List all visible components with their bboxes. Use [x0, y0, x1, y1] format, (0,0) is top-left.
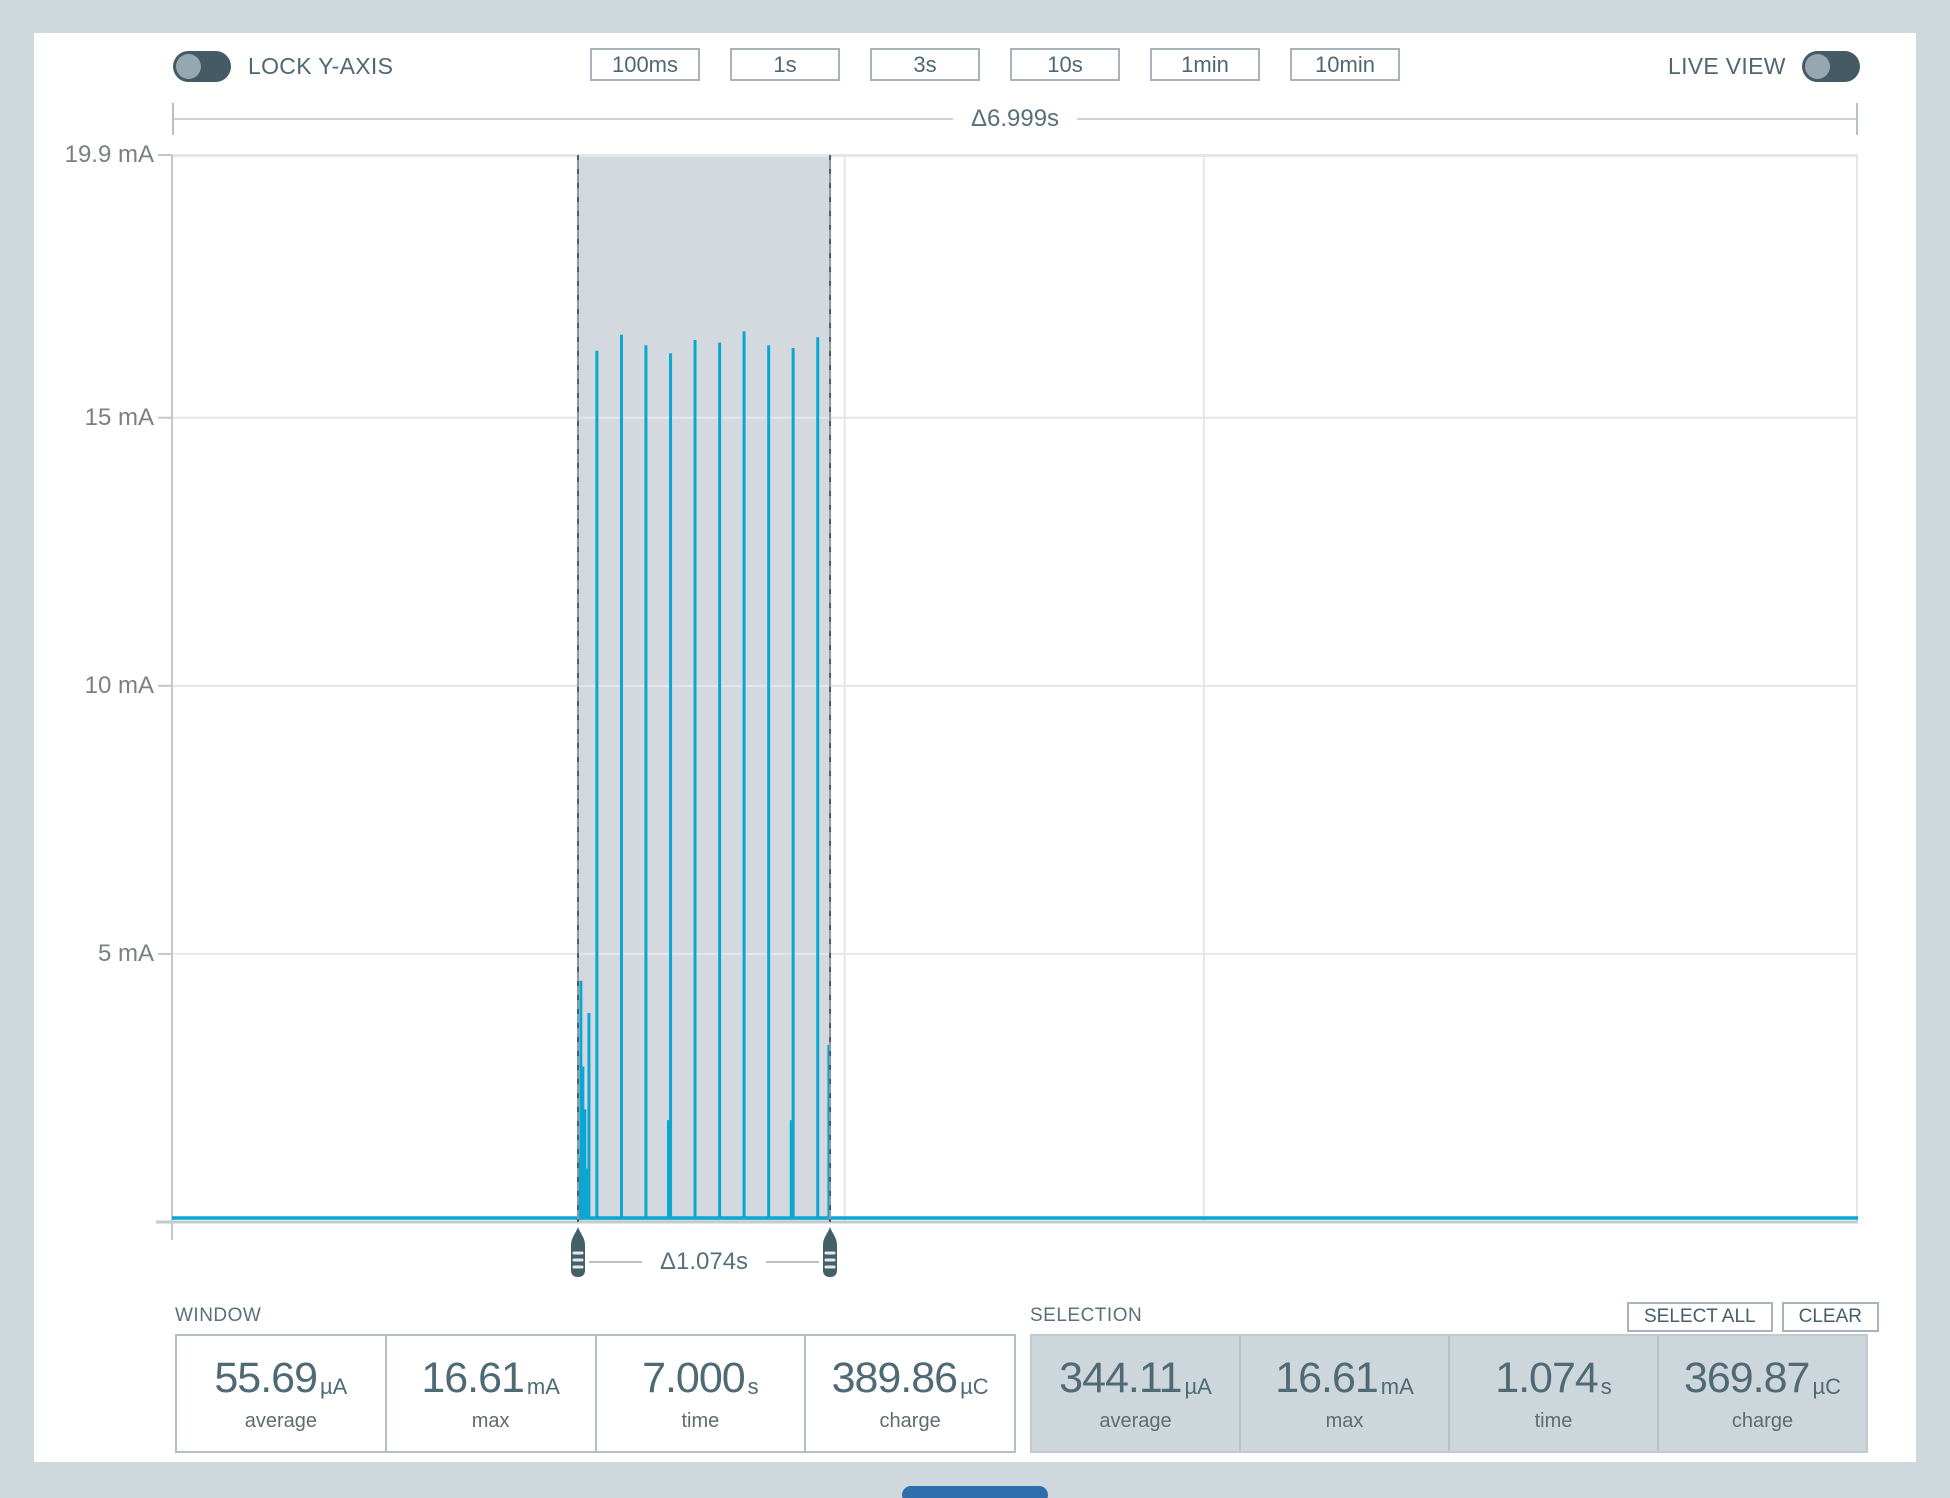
y-axis-tick-label: 10 mA	[84, 671, 154, 699]
clear-button[interactable]: CLEAR	[1781, 1302, 1879, 1332]
lock-y-axis-toggle[interactable]	[173, 51, 231, 82]
window-stats-box: 55.69 µA average 16.61 mA max 7.000 s time …	[175, 1334, 1016, 1453]
selection-handle-right[interactable]	[819, 1226, 841, 1278]
live-view-label: LIVE VIEW	[1668, 53, 1786, 79]
selection-actions: SELECT ALL CLEAR	[1627, 1302, 1879, 1332]
stat-cell-average: 344.11 µA average	[1059, 1354, 1212, 1432]
selection-stats-panel: SELECTION 344.11 µA average 16.61 mA max 1…	[1030, 1305, 1868, 1453]
selection-stats-box: 344.11 µA average 16.61 mA max 1.074 s time…	[1030, 1334, 1868, 1453]
stat-cell-max: 16.61 mA max	[384, 1336, 595, 1451]
chart-area[interactable]	[156, 154, 1858, 1240]
live-view-toggle[interactable]	[1802, 51, 1860, 82]
y-axis-tick-label: 19.9 mA	[64, 141, 154, 168]
y-axis-tick-label: 15 mA	[84, 403, 154, 431]
window-button-1min[interactable]: 1min	[1150, 48, 1260, 81]
selection-stats-title: SELECTION	[1030, 1305, 1143, 1326]
selection-handle-left[interactable]	[567, 1226, 589, 1278]
lock-y-axis-label: LOCK Y-AXIS	[248, 53, 394, 79]
bracket-right-cap	[1856, 103, 1858, 135]
select-all-button[interactable]: SELECT ALL	[1627, 1302, 1773, 1332]
window-button-10min[interactable]: 10min	[1290, 48, 1400, 81]
window-stats-panel: WINDOW 55.69 µA average 16.61 mA max 7.000…	[175, 1305, 1016, 1453]
stat-cell-charge: 389.86 µC charge	[804, 1336, 1014, 1451]
scroll-indicator[interactable]	[902, 1486, 1048, 1498]
content-card	[34, 33, 1916, 1462]
bracket-left-cap	[172, 103, 174, 135]
window-button-100ms[interactable]: 100ms	[590, 48, 700, 81]
window-button-3s[interactable]: 3s	[870, 48, 980, 81]
stat-cell-average: 55.69 µA average	[214, 1354, 348, 1432]
toggle-knob-icon	[1805, 54, 1830, 79]
window-delta-label: Δ6.999s	[970, 105, 1060, 132]
stat-cell-time: 7.000 s time	[594, 1336, 805, 1451]
drag-handle-icon	[823, 1227, 838, 1277]
stat-cell-max: 16.61 mA max	[1239, 1336, 1448, 1451]
y-axis-tick-label: 5 mA	[97, 939, 154, 967]
selection-delta-bracket: Δ1.074s	[588, 1244, 820, 1280]
stat-cell-time: 1.074 s time	[1448, 1336, 1657, 1451]
chart-canvas[interactable]	[156, 154, 1858, 1240]
toggle-knob-icon	[176, 54, 201, 79]
window-stats-title: WINDOW	[175, 1305, 262, 1326]
window-button-1s[interactable]: 1s	[730, 48, 840, 81]
window-button-10s[interactable]: 10s	[1010, 48, 1120, 81]
window-delta-bracket: Δ6.999s	[172, 103, 1858, 135]
selection-delta-label: Δ1.074s	[659, 1248, 749, 1275]
stat-cell-charge: 369.87 µC charge	[1657, 1336, 1866, 1451]
drag-handle-icon	[570, 1227, 585, 1277]
